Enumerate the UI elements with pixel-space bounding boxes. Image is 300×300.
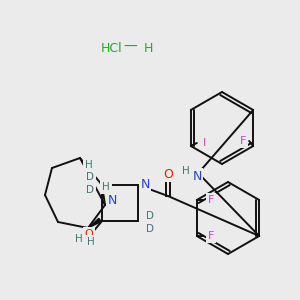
- Text: H: H: [102, 182, 110, 192]
- Text: F: F: [240, 136, 246, 146]
- Text: F: F: [208, 195, 214, 205]
- Text: N: N: [107, 194, 117, 206]
- Text: I: I: [203, 138, 206, 148]
- Text: D: D: [146, 224, 154, 234]
- Text: F: F: [208, 231, 214, 241]
- Polygon shape: [88, 218, 101, 228]
- Text: H: H: [85, 160, 93, 170]
- Text: D: D: [86, 172, 94, 182]
- Text: H: H: [87, 237, 95, 247]
- Text: H: H: [143, 41, 153, 55]
- Text: N: N: [192, 169, 202, 182]
- Text: HCl: HCl: [101, 41, 123, 55]
- Text: —: —: [123, 40, 137, 54]
- Text: O: O: [163, 167, 173, 181]
- Text: N: N: [140, 178, 150, 190]
- Text: D: D: [86, 185, 94, 195]
- Text: H: H: [182, 166, 190, 176]
- Text: O: O: [85, 229, 93, 239]
- Text: D: D: [146, 211, 154, 221]
- Text: H: H: [75, 234, 83, 244]
